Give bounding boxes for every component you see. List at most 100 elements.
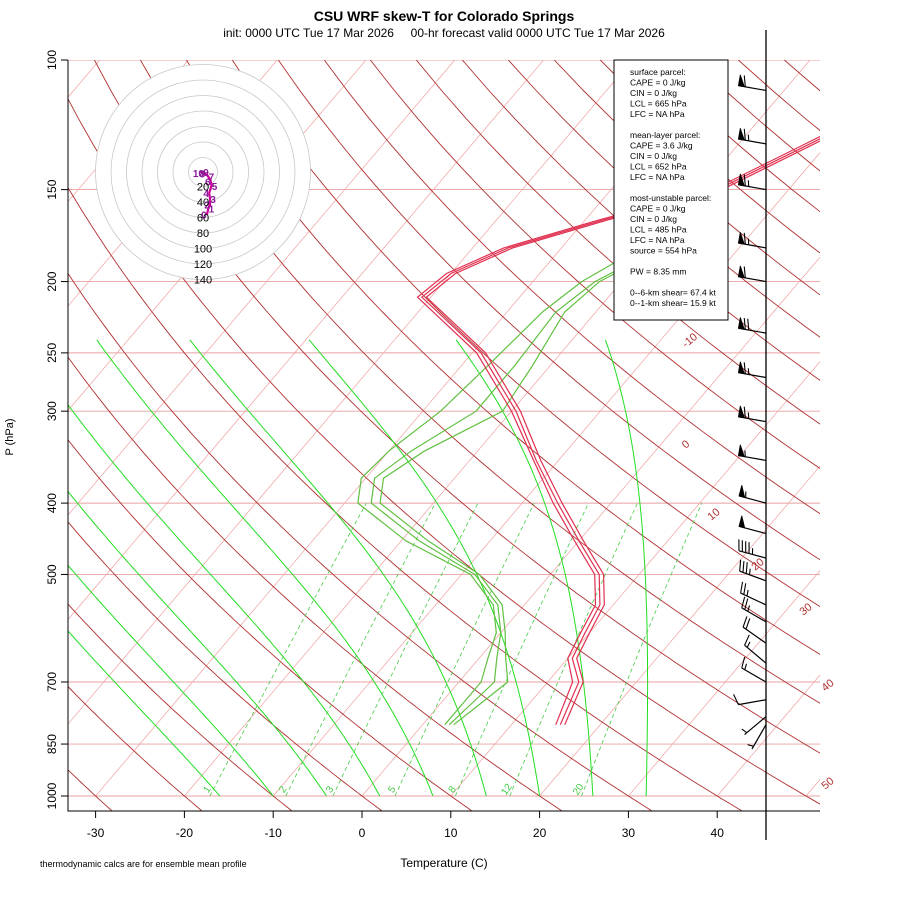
wind-barb-flag (746, 562, 747, 573)
pressure-tick-label: 250 (45, 343, 59, 363)
hodograph-height-marker: 7 (209, 173, 215, 184)
wind-barb-flag (744, 233, 745, 244)
wind-barb-pennant (738, 406, 744, 418)
wind-barb-half-flag (748, 745, 754, 747)
wind-barb (745, 635, 766, 663)
info-box-line: LFC = NA hPa (630, 172, 685, 182)
wind-barb (738, 174, 766, 190)
temperature-tick-label: 30 (622, 826, 636, 840)
wind-barb-pennant (739, 516, 745, 528)
wind-barb-shaft (742, 668, 766, 682)
isotherm-line (273, 60, 899, 796)
pressure-tick-label: 700 (45, 672, 59, 692)
info-box-line: CIN = 0 J/kg (630, 151, 677, 161)
footnote: thermodynamic calcs are for ensemble mea… (40, 859, 247, 869)
wind-barb-flag (744, 362, 745, 373)
temperature-tick-label: 0 (359, 826, 366, 840)
mixing-ratio-label: 3 (324, 784, 336, 795)
wind-barb-flag (744, 583, 746, 594)
temperature-tick-label: 20 (533, 826, 547, 840)
pressure-tick-label: 300 (45, 401, 59, 421)
moist-adiabat (456, 340, 593, 796)
mixing-ratio-label: 2 (277, 784, 289, 795)
wind-barb-flag (744, 129, 745, 140)
mixing-ratio-label: 8 (447, 784, 459, 795)
hodograph-ring-label: 140 (194, 275, 212, 287)
mixing-ratio-line (395, 503, 534, 796)
pressure-tick-label: 1000 (45, 782, 59, 809)
moist-adiabat (97, 340, 433, 796)
wind-barb-half-flag (745, 664, 747, 670)
moist-adiabat (0, 340, 220, 796)
info-box-line: LFC = NA hPa (630, 109, 685, 119)
wind-barb-flag (744, 75, 745, 86)
chart-subtitle: init: 0000 UTC Tue 17 Mar 2026 00-hr for… (223, 26, 665, 40)
isotherm-label: -10 (680, 331, 700, 350)
info-box-line: LFC = NA hPa (630, 235, 685, 245)
hodograph-ring-label: 100 (194, 244, 212, 256)
isotherm-line (717, 60, 900, 796)
wind-barb-pennant (738, 266, 744, 278)
info-box-line: CIN = 0 J/kg (630, 214, 677, 224)
mixing-ratio-line (210, 503, 367, 796)
hodograph-ring-label: 40 (197, 197, 209, 209)
wind-barb (739, 539, 766, 558)
isotherm-label: 40 (820, 677, 837, 694)
wind-barb (738, 128, 766, 144)
wind-barb (741, 582, 766, 605)
wind-barb (748, 725, 766, 749)
wind-barb-flag (748, 319, 749, 330)
hodograph-height-marker: 3 (210, 195, 216, 206)
mixing-ratio-label: 5 (386, 784, 398, 795)
mixing-ratio-line (455, 503, 588, 796)
info-box-line: CAPE = 3.6 J/kg (630, 141, 693, 151)
isotherm-label: 0 (680, 438, 692, 451)
dry-adiabat (738, 60, 900, 812)
wind-barb-flag (744, 407, 745, 418)
wind-barb-flag (740, 560, 741, 571)
temperature-tick-label: 40 (711, 826, 725, 840)
wind-barb-flag (743, 561, 744, 572)
info-box-line: surface parcel: (630, 67, 686, 77)
info-box-line: CAPE = 0 J/kg (630, 204, 686, 214)
dry-adiabat (784, 60, 900, 812)
temperature-tick-label: -30 (87, 826, 105, 840)
isotherm-label: 50 (820, 775, 837, 792)
wind-barb (738, 362, 766, 378)
hodograph-height-marker: 10 (193, 169, 205, 180)
mixing-ratio-label: 20 (571, 782, 587, 798)
wind-barb-pennant (738, 75, 744, 87)
temperature-tick-label: -20 (176, 826, 194, 840)
pressure-tick-label: 850 (45, 734, 59, 754)
wind-barb-flag (741, 582, 743, 593)
pressure-tick-label: 400 (45, 493, 59, 513)
wind-barb (739, 516, 766, 534)
x-axis-label: Temperature (C) (400, 856, 487, 870)
info-box-line: 0--6-km shear= 67.4 kt (630, 288, 716, 298)
info-box-line: source = 554 hPa (630, 246, 697, 256)
moist-adiabat (605, 340, 647, 796)
hodograph-ring-label: 20 (197, 182, 209, 194)
wind-barb-shaft (745, 645, 766, 663)
y-axis-label: P (hPa) (4, 418, 16, 455)
mixing-ratio-line (333, 503, 478, 796)
wind-barb-flag (744, 318, 745, 329)
isotherm-label: 30 (798, 601, 815, 618)
wind-barb-pennant (738, 445, 744, 457)
wind-barb-pennant (738, 128, 744, 140)
mixing-ratio-label: 12 (499, 782, 515, 798)
mixing-ratio-line (286, 503, 436, 796)
wind-barb-shaft (745, 717, 766, 735)
info-box-line: CIN = 0 J/kg (630, 88, 677, 98)
pressure-tick-label: 200 (45, 271, 59, 291)
isotherm-label: 10 (706, 506, 723, 523)
wind-barb (738, 406, 766, 422)
wind-barb-half-flag (742, 729, 747, 733)
pressure-tick-label: 100 (45, 50, 59, 70)
isotherm-line (895, 60, 900, 796)
